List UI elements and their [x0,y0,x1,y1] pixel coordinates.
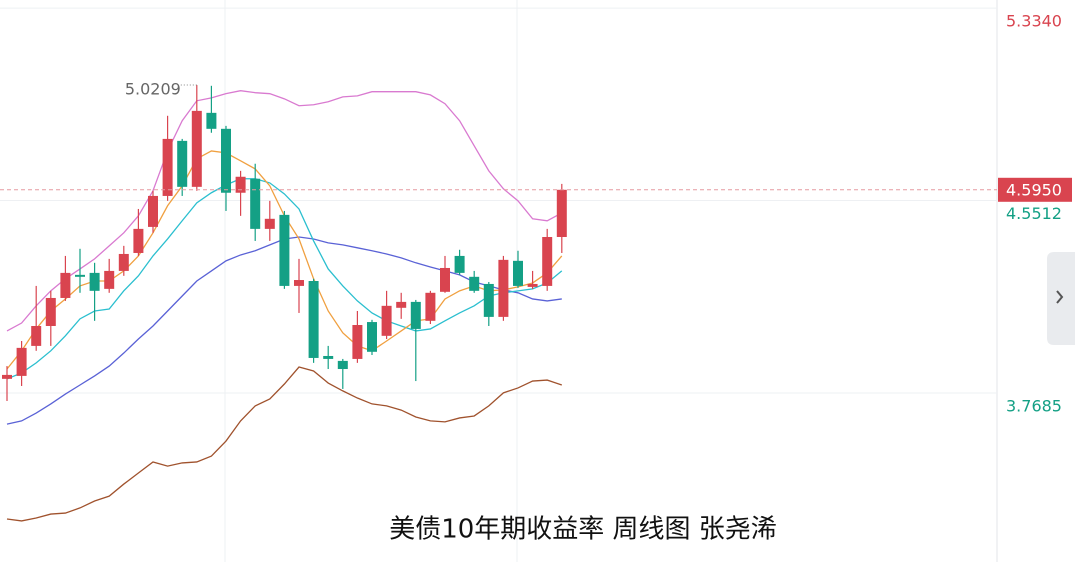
candle-body [235,176,246,193]
indicator-line [6,178,563,380]
indicator-line [6,90,563,332]
candle-body [352,325,363,359]
candle-body [483,283,494,317]
candle-body [367,322,377,352]
candle-body [133,228,144,253]
last-price-label: 4.5950 [1006,180,1062,199]
y-tick-label: 4.5512 [1006,204,1062,223]
candle-body [469,276,480,291]
last-price-tag [998,177,1072,202]
plot: 3.7685 4.5512 5.3340 5.0209 [0,7,1062,522]
candle-body [513,260,523,286]
candle-body [498,259,509,317]
candle-body [89,272,100,291]
candle-body [177,140,188,187]
candle-body [264,218,275,229]
candle-body [2,374,12,379]
candle-body [527,283,538,287]
candle-body [381,305,392,336]
candle-body [45,297,56,326]
chevron[interactable] [1056,290,1064,304]
candle-body [279,214,290,286]
candle-body [221,128,231,193]
candle-body [454,255,465,273]
y-tick-label: 3.7685 [1006,396,1062,415]
candle-body [542,236,553,286]
high-label: 5.0209 [125,80,181,99]
candle-body [75,274,85,277]
candle-body [104,270,115,289]
candle-body [162,138,173,196]
candle-body [410,301,421,329]
candle-body [425,292,436,321]
candle-body [191,110,202,187]
candle-body [323,355,334,359]
indicator-line [6,366,563,522]
candle-body [206,112,217,129]
candle-body [16,347,27,376]
candle-body [148,195,158,227]
candle-body [294,280,304,286]
candle-body [337,360,348,370]
candle-body [396,301,407,308]
collapse-tab[interactable] [1047,252,1075,345]
y-tick-label: 5.3340 [1006,12,1062,31]
candle-body [308,281,319,358]
candle-body [440,267,450,292]
candle-body [250,178,261,229]
candle-body [556,189,567,237]
candle-body [60,272,71,298]
candle-body [118,253,129,271]
candle-body [31,325,42,346]
chart-title: 美债10年期收益率 周线图 张尧浠 [389,515,777,545]
